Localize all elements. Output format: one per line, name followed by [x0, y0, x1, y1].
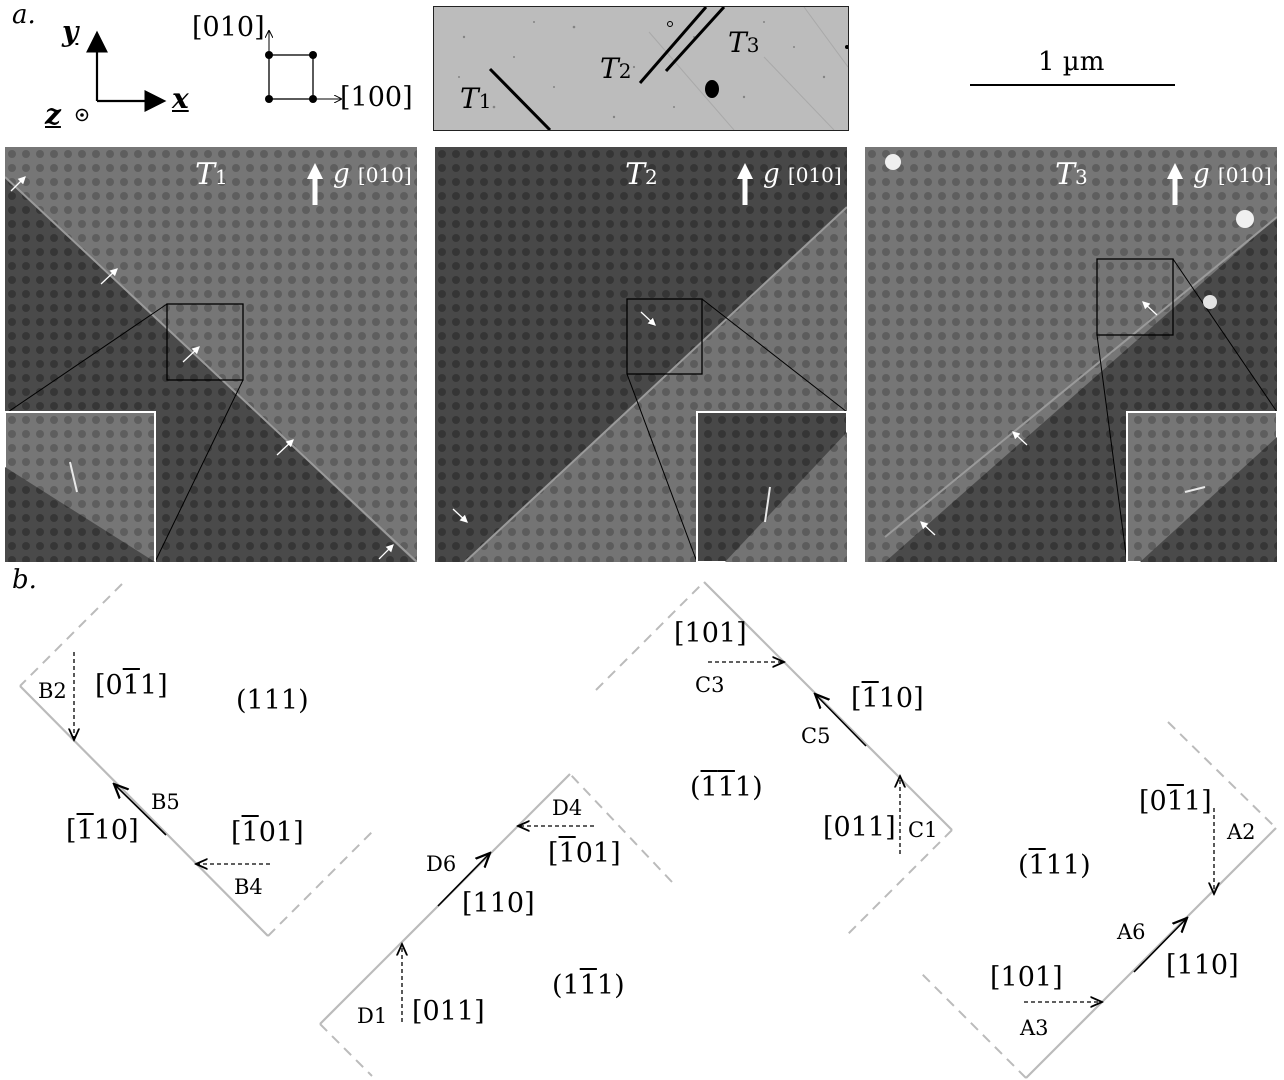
label-c3: C3	[695, 673, 725, 697]
panel-b-label: b.	[12, 565, 37, 595]
micrograph-t3-label: T3	[1055, 157, 1088, 192]
plane-1-1bar-1: (111)	[552, 970, 625, 1001]
label-c5-direction: [110]	[851, 683, 924, 714]
axis-x-label: x	[172, 82, 189, 115]
plane-111: (111)	[236, 685, 309, 716]
label-a2: A2	[1227, 820, 1256, 844]
overview-micrograph	[433, 6, 849, 131]
axis-z-label: z	[45, 98, 61, 131]
label-b4: B4	[234, 875, 263, 899]
label-c1: C1	[908, 818, 938, 842]
micrograph-t3: T3 g [010]	[865, 147, 1277, 562]
label-c3-direction: [101]	[674, 618, 747, 649]
micrograph-t1-label: T1	[195, 157, 228, 192]
label-a6-direction: [110]	[1166, 950, 1239, 981]
crystal-orientation-diagram	[265, 25, 345, 103]
label-b2-direction: [011]	[95, 670, 168, 701]
label-d4-direction: [101]	[548, 838, 621, 869]
overview-label-t3: T3	[728, 26, 760, 59]
label-a6: A6	[1117, 920, 1146, 944]
micrograph-t2-label: T2	[625, 157, 658, 192]
label-c1-direction: [011]	[823, 812, 896, 843]
micrograph-t3-g-vector: g [010]	[1193, 159, 1272, 189]
label-c5: C5	[801, 724, 831, 748]
label-d4: D4	[552, 796, 583, 820]
overview-label-t1: T1	[460, 82, 492, 115]
micrograph-t2: T2 g [010]	[435, 147, 847, 562]
crystal-label-100: [100]	[340, 82, 413, 113]
plane-1bar-1bar-1: (111)	[690, 772, 763, 803]
diagram-group-c	[595, 581, 953, 937]
label-d6-direction: [110]	[462, 888, 535, 919]
label-b4-direction: [101]	[231, 817, 304, 848]
diagram-group-b	[19, 583, 373, 937]
label-d6: D6	[426, 852, 457, 876]
panel-a-label: a.	[12, 0, 36, 30]
scale-bar	[970, 84, 1175, 86]
label-b5-direction: [110]	[66, 815, 139, 846]
coordinate-axes	[75, 30, 167, 122]
crystal-label-010: [010]	[192, 12, 265, 43]
label-b5: B5	[151, 790, 180, 814]
label-d1: D1	[357, 1004, 388, 1028]
diagram-group-d	[319, 773, 673, 1077]
label-b2: B2	[38, 679, 67, 703]
label-a3: A3	[1020, 1016, 1049, 1040]
label-d1-direction: [011]	[412, 996, 485, 1027]
axis-y-label: y	[62, 15, 79, 48]
plane-1bar-11: (111)	[1018, 850, 1091, 881]
scale-bar-label: 1 µm	[1038, 47, 1105, 77]
overview-label-t2: T2	[600, 52, 632, 85]
label-a2-direction: [011]	[1139, 786, 1212, 817]
micrograph-t1: T1 g [010]	[5, 147, 417, 562]
label-a3-direction: [101]	[990, 962, 1063, 993]
micrograph-t1-g-vector: g [010]	[333, 159, 412, 189]
burgers-vector-diagram	[19, 581, 1277, 1079]
micrograph-t2-g-vector: g [010]	[763, 159, 842, 189]
diagram-group-a	[919, 721, 1277, 1079]
